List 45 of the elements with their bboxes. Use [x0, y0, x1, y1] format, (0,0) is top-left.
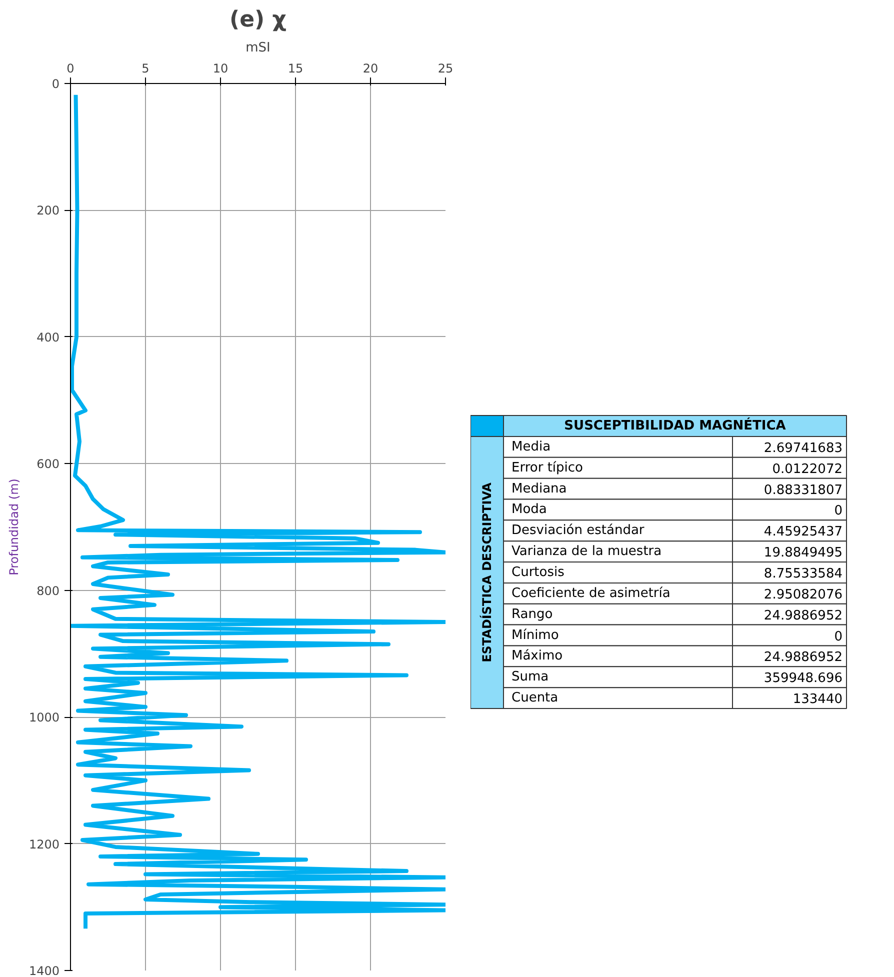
x-tick-label: 0: [66, 62, 74, 76]
category-label: Media: [512, 439, 551, 454]
data-label: 2.69741683: [764, 440, 843, 456]
y-tick-label: 600: [36, 457, 60, 472]
y-tick-label: 0: [52, 77, 60, 91]
text: ESTADÍSTICA DESCRIPTIVA: [479, 482, 494, 662]
x-tick-label: 15: [288, 62, 304, 76]
category-label: Coeficiente de asimetría: [512, 586, 670, 601]
x-tick-label: 20: [362, 62, 378, 76]
data-label: 0.0122072: [772, 462, 843, 477]
data-label: 0: [834, 504, 843, 519]
y-tick-label: 1400: [28, 964, 60, 977]
x-tick-label: 5: [142, 62, 150, 76]
y-tick-label: 400: [36, 330, 60, 344]
data-label: 19.8849495: [764, 546, 843, 561]
data-label: 8.75533584: [764, 566, 843, 582]
y-tick-label: 800: [36, 584, 60, 598]
data-label: 0.88331807: [764, 482, 843, 498]
data-label: 2.95082076: [764, 587, 843, 602]
category-label: Curtosis: [512, 564, 565, 580]
x-tick-label: 10: [212, 62, 228, 76]
y-tick-label: 1000: [28, 710, 60, 725]
category-label: Moda: [512, 502, 547, 518]
category-label: Suma: [512, 670, 549, 685]
category-label: Mínimo: [512, 628, 559, 643]
category-label: Mediana: [512, 481, 567, 496]
data-label: 359948.696: [764, 671, 843, 686]
category-label: Error típico: [512, 460, 584, 476]
category-label: Cuenta: [512, 690, 558, 706]
data-label: 24.9886952: [764, 608, 843, 624]
x-tick-label: 25: [438, 62, 454, 76]
x-axis-title: mSI: [246, 40, 270, 56]
y-tick-label: 200: [36, 204, 60, 218]
data-label: 24.9886952: [764, 650, 843, 666]
text: SUSCEPTIBILIDAD MAGNÉTICA: [564, 416, 786, 434]
y-axis-title: Profundidad (m): [6, 478, 21, 576]
data-label: 4.45925437: [764, 524, 843, 540]
category-label: Máximo: [512, 648, 563, 664]
y-tick-label: 1200: [28, 837, 60, 852]
data-label: 133440: [792, 692, 843, 708]
category-label: Varianza de la muestra: [512, 544, 662, 560]
category-label: Desviación estándar: [512, 523, 645, 538]
data-label: 0: [834, 629, 843, 644]
chart-title: (e) χ: [230, 8, 286, 32]
category-label: Rango: [512, 606, 553, 622]
